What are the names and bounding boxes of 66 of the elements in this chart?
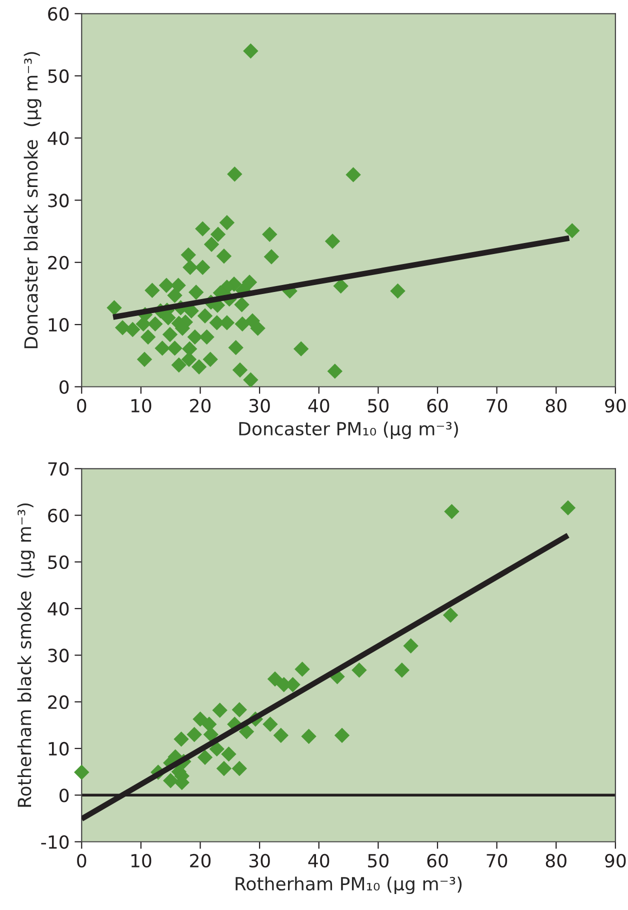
point [192, 711, 208, 727]
x-tick-label: 20 [190, 398, 211, 413]
y-tick-label: 10 [48, 742, 69, 756]
point [262, 716, 278, 732]
y-tick-label: 0 [60, 788, 69, 802]
point [221, 746, 236, 762]
y-axis-title: Doncaster black smoke (µg m⁻³) [24, 52, 42, 348]
x-tick-label: 70 [486, 398, 508, 413]
y-tick-label: 0 [60, 380, 69, 394]
y-tick-label: 40 [48, 602, 69, 616]
point [163, 773, 178, 788]
point [352, 662, 367, 678]
point [232, 760, 248, 776]
x-tick-label: 90 [605, 854, 626, 868]
point [212, 702, 228, 718]
point [197, 750, 213, 765]
y-tick-label: 40 [48, 131, 69, 146]
x-tick-label: 10 [131, 854, 152, 868]
x-tick-label: 0 [77, 854, 86, 868]
x-tick-label: 30 [249, 398, 270, 413]
x-tick-label: 60 [427, 854, 448, 868]
x-tick-label: 20 [190, 854, 211, 868]
x-axis-title: Rotherham PM₁₀ (µg m⁻³) [236, 876, 462, 894]
x-tick-label: 70 [486, 854, 508, 868]
point [267, 671, 283, 687]
point [273, 728, 289, 744]
point [209, 741, 224, 757]
point [301, 728, 316, 744]
y-tick-label: 30 [48, 648, 69, 662]
x-tick-label: 0 [77, 398, 86, 413]
y-tick-label: 20 [48, 256, 69, 270]
x-tick-label: 90 [605, 398, 626, 413]
y-tick-label: 10 [48, 318, 69, 332]
x-tick-label: 80 [546, 854, 566, 868]
y-tick-label: 60 [48, 7, 69, 21]
x-tick-label: 60 [427, 398, 448, 413]
x-tick-label: 30 [249, 854, 270, 868]
point [294, 662, 310, 677]
x-tick-label: 10 [131, 398, 152, 413]
point [186, 726, 202, 742]
y-tick-label: 20 [48, 695, 69, 709]
y-tick-label: -10 [41, 835, 69, 849]
y-tick-label: 70 [48, 462, 69, 476]
y-axis-title: Rotherham black smoke (µg m⁻³) [17, 503, 35, 807]
x-tick-label: 80 [546, 398, 566, 413]
y-tick-label: 60 [48, 508, 69, 522]
point [444, 504, 460, 520]
point [334, 728, 350, 744]
x-tick-label: 40 [308, 398, 330, 413]
point [442, 607, 458, 623]
y-tick-label: 50 [48, 69, 69, 83]
point [238, 724, 254, 740]
x-tick-label: 40 [308, 854, 330, 868]
point [74, 764, 90, 780]
x-tick-label: 50 [368, 398, 388, 413]
x-tick-label: 50 [368, 854, 388, 868]
point [560, 500, 576, 516]
point [203, 726, 219, 742]
point [232, 702, 248, 718]
point [174, 732, 189, 747]
y-tick-label: 30 [48, 194, 69, 208]
point [394, 662, 410, 678]
point [216, 760, 232, 776]
point [403, 638, 418, 654]
y-tick-label: 50 [48, 555, 69, 570]
x-axis-title: Doncaster PM₁₀ (µg m⁻³) [239, 422, 458, 440]
